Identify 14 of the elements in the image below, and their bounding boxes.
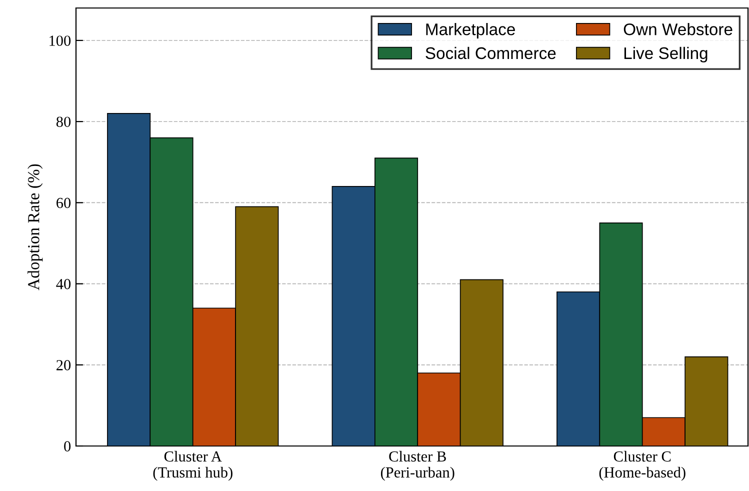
y-tick-label: 80 [56, 116, 71, 128]
y-tick-label: 100 [50, 36, 71, 46]
x-tick-label: Cluster A (Trusmi hub) [153, 450, 232, 481]
y-tick-label: 20 [56, 360, 71, 370]
y-tick-label: 40 [56, 278, 71, 290]
legend-label: Live Selling [624, 46, 708, 62]
y-tick-label: 0 [64, 441, 71, 452]
y-tick-label: 60 [56, 198, 71, 208]
legend-label: Marketplace [426, 23, 515, 39]
x-tick-label: Cluster C (Home-based) [599, 450, 686, 481]
y-axis-title: Adoption Rate (%) [28, 164, 43, 290]
legend-label: Own Webstore [624, 23, 732, 36]
x-tick-label: Cluster B (Peri-urban) [380, 450, 454, 481]
legend-label: Social Commerce [426, 46, 556, 60]
